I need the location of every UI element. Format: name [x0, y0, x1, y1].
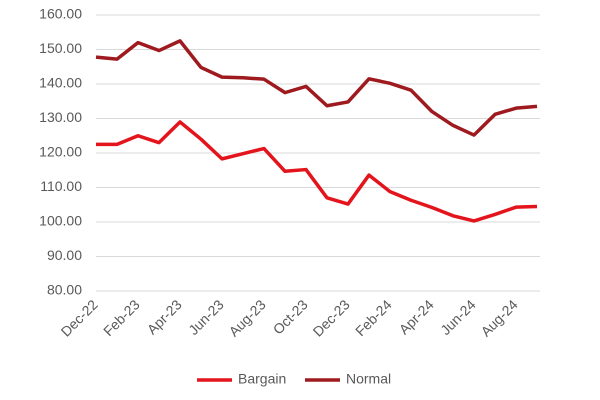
x-tick-label: Oct-23 [270, 296, 311, 337]
legend-label: Bargain [238, 371, 286, 387]
x-tick-label: Aug-24 [477, 296, 520, 339]
y-tick-label: 160.00 [39, 6, 82, 22]
x-tick-label: Jun-23 [185, 296, 227, 338]
x-tick-label: Apr-23 [144, 296, 185, 337]
y-tick-label: 130.00 [39, 109, 82, 125]
x-tick-label: Feb-23 [100, 296, 143, 339]
x-tick-label: Feb-24 [352, 296, 395, 339]
x-tick-label: Apr-24 [396, 296, 437, 337]
y-tick-label: 110.00 [40, 178, 82, 194]
y-tick-label: 140.00 [39, 75, 82, 91]
x-tick-label: Dec-23 [310, 296, 353, 339]
x-tick-label: Jun-24 [437, 296, 479, 338]
y-tick-label: 150.00 [39, 40, 82, 56]
x-tick-label: Dec-22 [58, 296, 101, 339]
y-tick-label: 100.00 [39, 213, 82, 229]
series-line [96, 120, 538, 223]
series-line [95, 39, 538, 137]
legend-label: Normal [346, 371, 391, 387]
y-tick-label: 80.00 [47, 282, 82, 298]
x-tick-label: Aug-23 [225, 296, 268, 339]
y-tick-label: 120.00 [39, 144, 82, 160]
y-tick-label: 90.00 [47, 247, 82, 263]
